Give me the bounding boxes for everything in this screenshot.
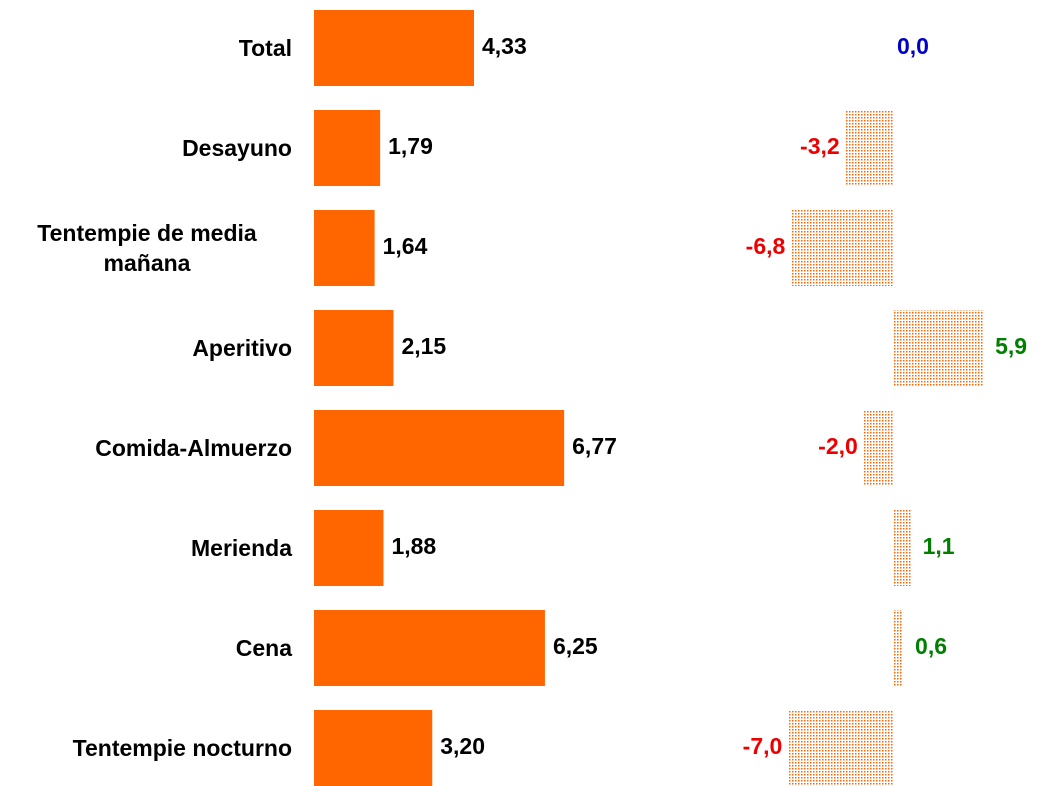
bar: [314, 610, 545, 686]
bar: [314, 510, 384, 586]
change-bar: [894, 510, 911, 586]
value-label: 1,79: [388, 133, 433, 159]
category-text: Tentempie nocturno: [72, 735, 292, 761]
change-label: -2,0: [818, 433, 858, 459]
category-text: Cena: [235, 635, 292, 661]
category-label: Comida-Almuerzo: [95, 433, 292, 463]
category-text: Tentempie de media mañana: [37, 220, 257, 276]
bar: [314, 410, 565, 486]
bar: [314, 210, 375, 286]
category-text: Total: [238, 35, 292, 61]
category-text: Desayuno: [182, 135, 292, 161]
change-label: -6,8: [746, 233, 786, 259]
category-label: Total: [239, 33, 292, 63]
change-label: 0,6: [915, 633, 947, 659]
category-text: Merienda: [191, 535, 292, 561]
change-bar: [788, 710, 894, 786]
change-label: -7,0: [743, 733, 783, 759]
change-label: 1,1: [923, 533, 955, 559]
change-bar: [894, 310, 984, 386]
change-bar: [863, 410, 894, 486]
value-label: 2,15: [401, 333, 446, 359]
bar: [314, 10, 474, 86]
bar: [314, 110, 381, 186]
category-text: Comida-Almuerzo: [95, 435, 292, 461]
value-label: 6,77: [572, 433, 617, 459]
category-label: Tentempie nocturno: [73, 733, 292, 763]
value-label: 4,33: [482, 33, 527, 59]
category-label: Tentempie de media mañana: [2, 218, 292, 278]
change-bar: [845, 110, 894, 186]
value-label: 1,88: [391, 533, 436, 559]
value-label: 6,25: [553, 633, 598, 659]
category-label: Cena: [236, 633, 292, 663]
change-label: 0,0: [897, 33, 929, 59]
category-label: Desayuno: [182, 133, 292, 163]
change-bar: [791, 210, 894, 286]
value-label: 3,20: [440, 733, 485, 759]
category-label: Aperitivo: [192, 333, 292, 363]
category-text: Aperitivo: [192, 335, 292, 361]
change-label: 5,9: [995, 333, 1027, 359]
bar: [314, 310, 394, 386]
change-bar: [894, 610, 904, 686]
change-label: -3,2: [800, 133, 840, 159]
bar: [314, 710, 433, 786]
category-label: Merienda: [191, 533, 292, 563]
value-label: 1,64: [383, 233, 428, 259]
